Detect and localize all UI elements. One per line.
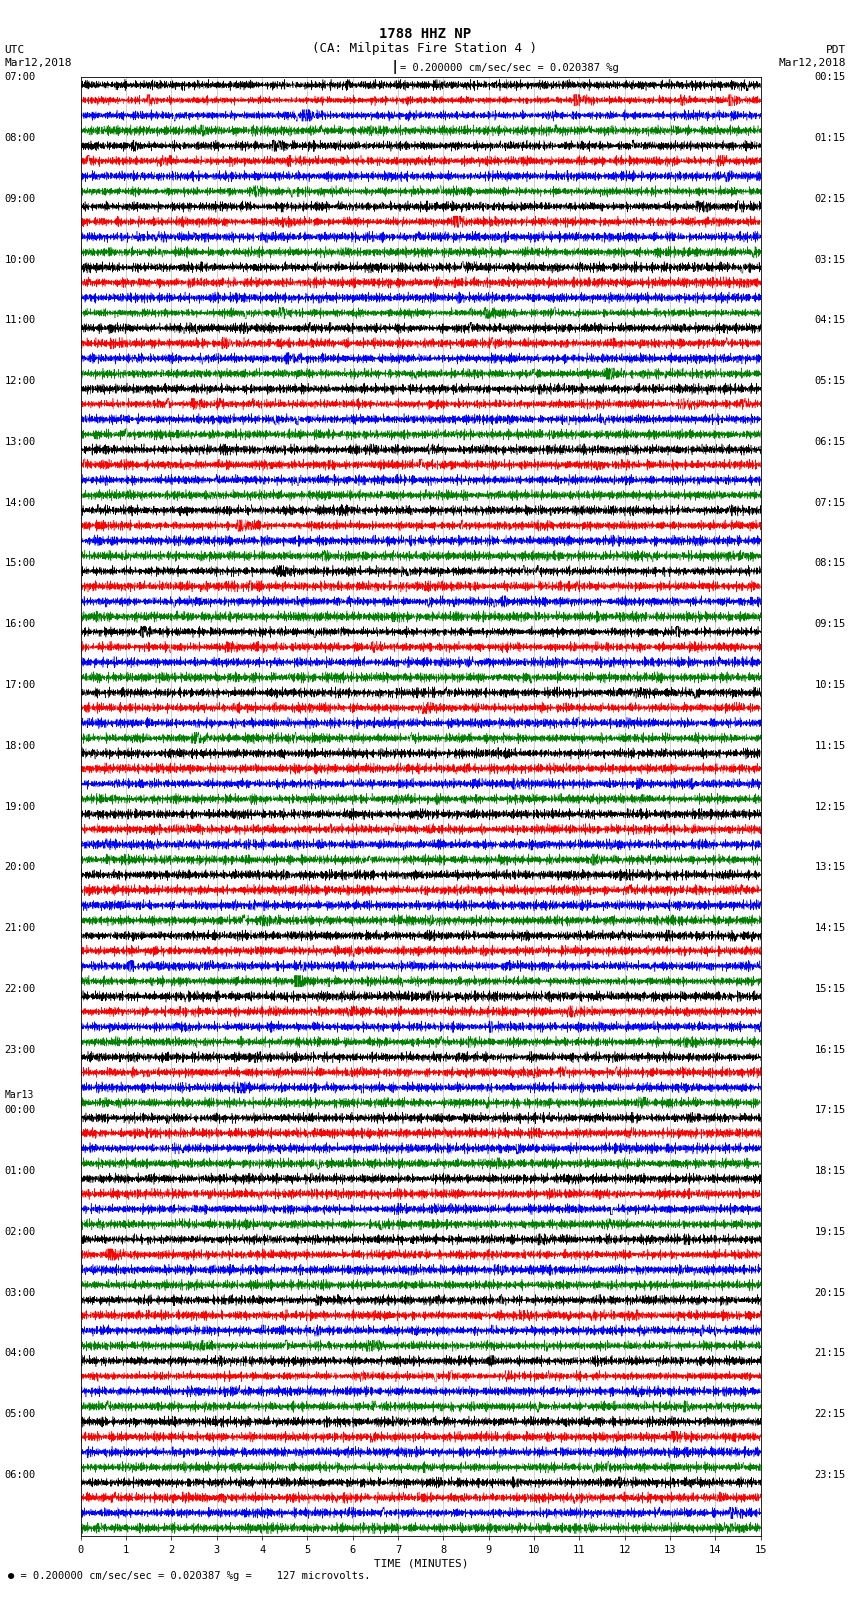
Text: 10:15: 10:15 <box>814 681 846 690</box>
Text: 04:15: 04:15 <box>814 316 846 326</box>
Text: 04:00: 04:00 <box>4 1348 36 1358</box>
Text: 01:00: 01:00 <box>4 1166 36 1176</box>
Text: 21:15: 21:15 <box>814 1348 846 1358</box>
Text: 19:15: 19:15 <box>814 1227 846 1237</box>
Text: 03:00: 03:00 <box>4 1287 36 1297</box>
Text: 1788 HHZ NP: 1788 HHZ NP <box>379 27 471 42</box>
Text: 06:15: 06:15 <box>814 437 846 447</box>
Text: 11:00: 11:00 <box>4 316 36 326</box>
Text: 03:15: 03:15 <box>814 255 846 265</box>
Text: (CA: Milpitas Fire Station 4 ): (CA: Milpitas Fire Station 4 ) <box>313 42 537 55</box>
Text: 13:15: 13:15 <box>814 863 846 873</box>
Text: 20:00: 20:00 <box>4 863 36 873</box>
Text: 18:00: 18:00 <box>4 740 36 750</box>
Text: 23:15: 23:15 <box>814 1469 846 1479</box>
Text: 12:15: 12:15 <box>814 802 846 811</box>
Text: 20:15: 20:15 <box>814 1287 846 1297</box>
Text: 18:15: 18:15 <box>814 1166 846 1176</box>
Text: 15:00: 15:00 <box>4 558 36 568</box>
Text: Mar13: Mar13 <box>4 1090 34 1100</box>
Text: Mar12,2018: Mar12,2018 <box>4 58 71 68</box>
Text: ● = 0.200000 cm/sec/sec = 0.020387 %g =    127 microvolts.: ● = 0.200000 cm/sec/sec = 0.020387 %g = … <box>8 1571 371 1581</box>
Text: 00:00: 00:00 <box>4 1105 36 1115</box>
Text: 08:15: 08:15 <box>814 558 846 568</box>
Text: 16:15: 16:15 <box>814 1045 846 1055</box>
Text: 09:15: 09:15 <box>814 619 846 629</box>
Text: 06:00: 06:00 <box>4 1469 36 1479</box>
Text: 19:00: 19:00 <box>4 802 36 811</box>
Text: 22:00: 22:00 <box>4 984 36 994</box>
Text: 16:00: 16:00 <box>4 619 36 629</box>
Text: 23:00: 23:00 <box>4 1045 36 1055</box>
Text: 02:15: 02:15 <box>814 194 846 203</box>
Text: 21:00: 21:00 <box>4 923 36 932</box>
Text: 07:15: 07:15 <box>814 498 846 508</box>
Text: 07:00: 07:00 <box>4 73 36 82</box>
Text: 00:15: 00:15 <box>814 73 846 82</box>
Text: 09:00: 09:00 <box>4 194 36 203</box>
Text: 05:15: 05:15 <box>814 376 846 386</box>
Text: 15:15: 15:15 <box>814 984 846 994</box>
Text: UTC: UTC <box>4 45 25 55</box>
Text: 22:15: 22:15 <box>814 1410 846 1419</box>
Text: 17:00: 17:00 <box>4 681 36 690</box>
Text: 05:00: 05:00 <box>4 1410 36 1419</box>
Text: 14:15: 14:15 <box>814 923 846 932</box>
Text: 12:00: 12:00 <box>4 376 36 386</box>
Text: 02:00: 02:00 <box>4 1227 36 1237</box>
X-axis label: TIME (MINUTES): TIME (MINUTES) <box>373 1558 468 1569</box>
Text: 17:15: 17:15 <box>814 1105 846 1115</box>
Text: Mar12,2018: Mar12,2018 <box>779 58 846 68</box>
Text: 11:15: 11:15 <box>814 740 846 750</box>
Text: |: | <box>391 60 399 74</box>
Text: 08:00: 08:00 <box>4 134 36 144</box>
Text: PDT: PDT <box>825 45 846 55</box>
Text: = 0.200000 cm/sec/sec = 0.020387 %g: = 0.200000 cm/sec/sec = 0.020387 %g <box>400 63 618 73</box>
Text: 14:00: 14:00 <box>4 498 36 508</box>
Text: 10:00: 10:00 <box>4 255 36 265</box>
Text: 13:00: 13:00 <box>4 437 36 447</box>
Text: 01:15: 01:15 <box>814 134 846 144</box>
